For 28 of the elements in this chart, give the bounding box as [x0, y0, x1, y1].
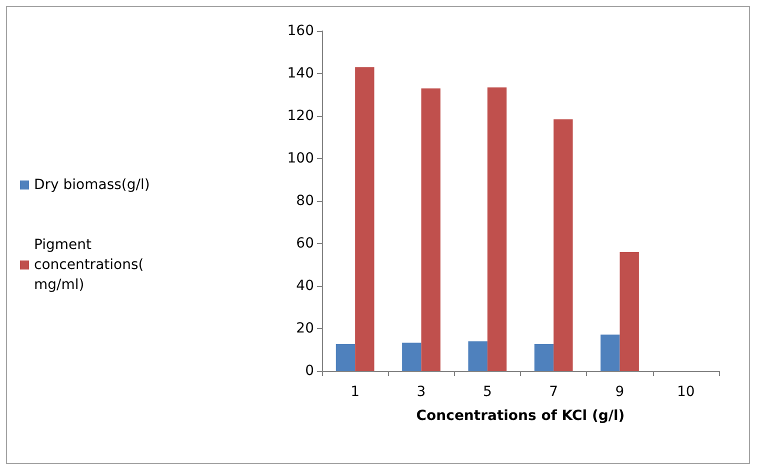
y-tick-label: 120: [287, 108, 314, 124]
bar: [620, 252, 639, 371]
x-tick-label: 7: [549, 384, 558, 400]
bar: [487, 87, 507, 371]
x-tick-label: 10: [677, 384, 695, 400]
y-tick-label: 100: [287, 150, 314, 166]
y-tick-label: 80: [296, 193, 314, 209]
y-tick-label: 60: [296, 236, 314, 252]
x-tick-label: 3: [416, 384, 426, 400]
x-tick-label: 5: [482, 384, 492, 400]
bar: [468, 341, 488, 371]
x-tick-label: 9: [615, 384, 624, 400]
bar: [600, 334, 620, 371]
y-tick-label: 0: [305, 363, 314, 379]
x-axis-title: Concentrations of KCl (g/l): [416, 408, 625, 424]
legend-label: Pigment concentrations(mg/ml): [34, 237, 144, 293]
bar: [534, 344, 554, 371]
y-tick-label: 20: [296, 320, 314, 336]
bar: [402, 342, 422, 371]
x-tick-label: 1: [350, 384, 360, 400]
bar: [421, 88, 440, 371]
bar: [336, 344, 356, 371]
y-tick-label: 140: [287, 66, 314, 82]
y-tick-label: 160: [287, 23, 314, 39]
legend-label: Dry biomass(g/l): [34, 177, 150, 193]
y-tick-label: 40: [296, 278, 314, 294]
bar: [355, 67, 374, 371]
bar: [554, 119, 573, 371]
